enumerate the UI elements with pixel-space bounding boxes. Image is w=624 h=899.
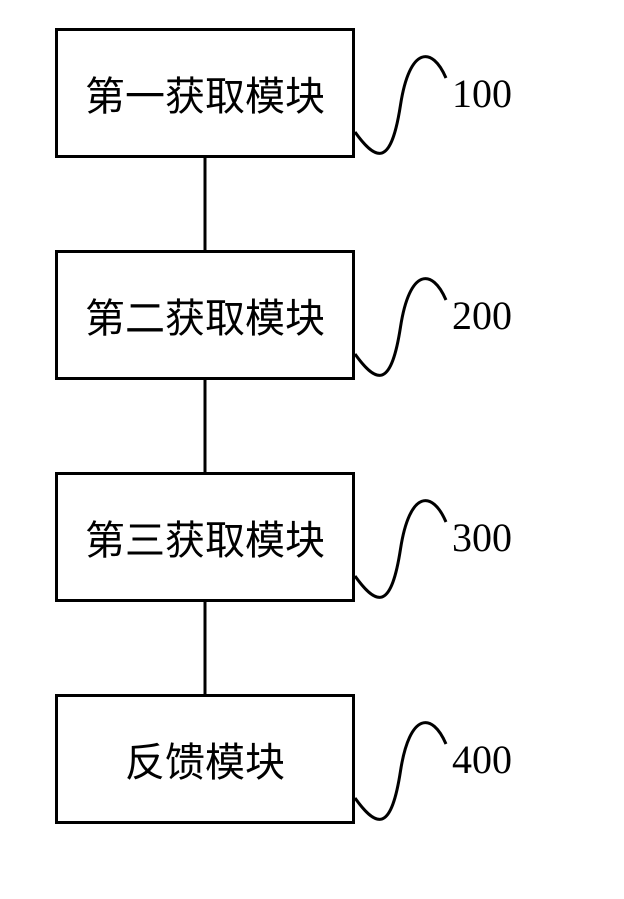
flow-node-label: 第一获取模块 <box>85 64 325 122</box>
reference-label: 100 <box>452 70 512 117</box>
flow-node-n1: 第一获取模块 <box>55 28 355 158</box>
reference-label: 400 <box>452 736 512 783</box>
flow-node-n3: 第三获取模块 <box>55 472 355 602</box>
lead-line-squiggle <box>355 279 446 376</box>
flow-node-n4: 反馈模块 <box>55 694 355 824</box>
flow-node-label: 第三获取模块 <box>85 508 325 566</box>
lead-line-squiggle <box>355 501 446 598</box>
lead-line-squiggle <box>355 723 446 820</box>
reference-label: 300 <box>452 514 512 561</box>
flow-node-label: 第二获取模块 <box>85 286 325 344</box>
flow-node-n2: 第二获取模块 <box>55 250 355 380</box>
lead-line-squiggle <box>355 57 446 154</box>
flow-node-label: 反馈模块 <box>125 730 285 788</box>
reference-label: 200 <box>452 292 512 339</box>
